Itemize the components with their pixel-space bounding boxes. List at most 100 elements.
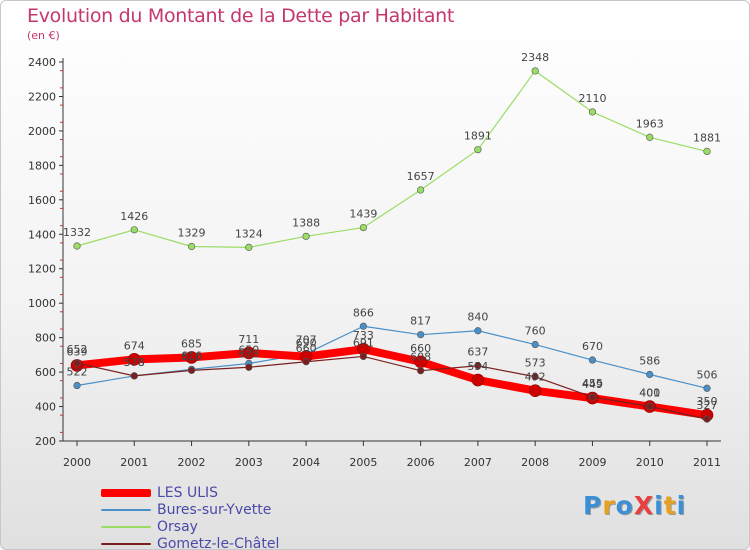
x-tick-label: 2009 [578,456,606,469]
data-label: 554 [467,360,488,373]
data-point [531,340,539,349]
data-label: 660 [296,342,317,355]
data-point [73,242,81,250]
chart-subtitle: (en €) [27,29,60,42]
data-point [471,373,485,387]
data-label: 1963 [636,117,664,130]
data-label: 350 [697,395,718,408]
x-tick-label: 2006 [407,456,435,469]
data-label: 2348 [521,51,549,64]
chart-title: Evolution du Montant de la Dette par Hab… [27,5,455,27]
series-line [76,70,708,248]
x-tick-label: 2001 [120,456,148,469]
data-label: 691 [353,336,374,349]
data-point [187,242,196,251]
legend-item: Orsay [101,518,279,535]
data-label: 685 [181,337,202,350]
series-line [76,325,708,389]
legend: LES ULIS Bures-sur-Yvette Orsay Gometz-le-C… [101,484,280,550]
legend-label: LES ULIS [157,484,219,501]
data-point [73,381,81,390]
y-tick-label: 1600 [28,194,56,207]
data-label: 817 [410,315,431,328]
data-point [646,370,654,379]
data-label: 639 [67,345,88,358]
data-point [417,367,425,375]
data-label: 707 [296,334,317,347]
data-point [185,351,198,364]
data-label: 674 [124,339,145,352]
proxiti-logo: ProXiti [583,491,687,520]
data-label: 637 [467,346,488,359]
data-point [130,372,138,380]
data-label: 578 [124,356,145,369]
data-point [703,147,711,156]
data-label: 522 [67,366,88,379]
y-tick-label: 2200 [28,90,56,103]
y-tick-label: 800 [35,332,56,345]
data-label: 400 [639,387,660,400]
data-point [531,67,539,75]
x-tick-label: 2005 [349,456,377,469]
y-tick-label: 1800 [28,159,56,172]
legend-swatch [101,488,151,497]
data-point [646,402,654,410]
data-point [474,327,482,335]
data-point [528,384,542,397]
data-label: 840 [467,311,488,324]
x-tick-label: 2007 [464,456,492,469]
data-label: 1891 [464,130,492,143]
series-line [73,345,711,420]
data-label: 1439 [349,208,377,221]
data-point [359,352,367,361]
legend-item: LES ULIS [101,484,279,501]
legend-label: Bures-sur-Yvette [157,501,272,518]
data-point [359,223,367,232]
data-point [242,346,256,360]
data-label: 733 [353,329,374,342]
data-label: 608 [410,351,431,364]
data-label: 455 [582,377,603,390]
data-label: 327 [697,399,718,412]
legend-label: Orsay [157,518,198,535]
data-label: 610 [181,350,202,363]
x-tick-label: 2003 [235,456,263,469]
data-label: 449 [582,378,603,391]
legend-label: Gometz-le-Châtel [157,535,280,550]
data-point [302,232,310,240]
x-tick-label: 2011 [693,456,721,469]
data-label: 1881 [693,131,721,144]
data-label: 628 [238,347,259,360]
x-tick-label: 2004 [292,456,320,469]
data-point [588,356,597,364]
legend-item: Gometz-le-Châtel [101,535,280,550]
data-label: 650 [238,343,259,356]
data-label: 586 [639,355,660,368]
data-point [245,243,253,251]
data-point [646,133,654,141]
data-label: 506 [697,368,718,381]
data-point [73,359,81,367]
data-point [474,362,482,370]
legend-swatch [101,508,151,511]
data-point [302,358,310,366]
data-point [245,363,253,371]
data-label: 652 [67,343,88,356]
data-point [474,146,482,154]
data-point [417,331,425,339]
y-tick-label: 400 [35,401,56,414]
y-tick-label: 1400 [28,228,56,241]
data-label: 573 [525,357,546,370]
data-label: 760 [525,325,546,338]
data-point [588,393,597,401]
data-label: 1329 [178,227,206,240]
legend-swatch [101,525,151,528]
data-label: 670 [582,340,603,353]
legend-item: Bures-sur-Yvette [101,501,279,518]
data-point [703,384,711,392]
data-point [703,415,711,423]
data-point [531,373,539,381]
data-label: 578 [124,356,145,369]
